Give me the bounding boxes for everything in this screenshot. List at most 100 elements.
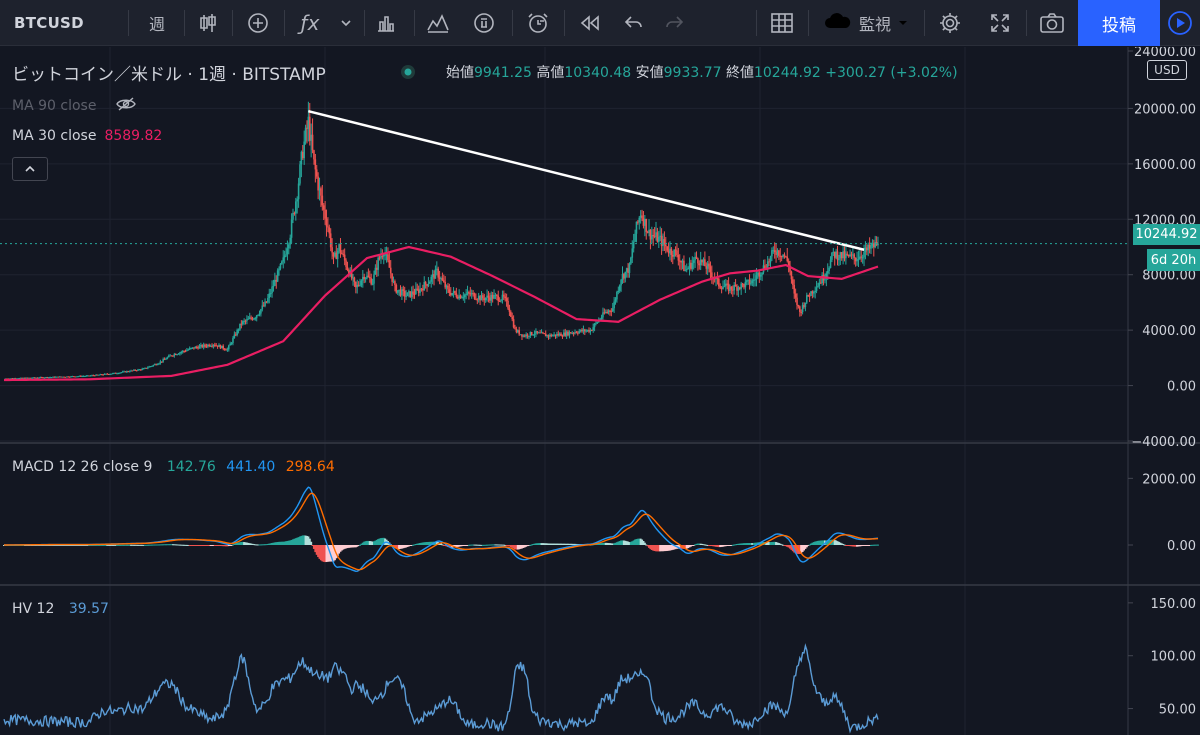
calendar-day-icon[interactable]	[464, 0, 504, 46]
price-tick-label: 4000.00	[1142, 324, 1196, 339]
candle-body	[371, 283, 374, 285]
candle-body	[212, 344, 215, 346]
ma30-legend[interactable]: MA 30 close 8589.82	[12, 128, 162, 144]
macd-bar	[650, 545, 653, 550]
macd-bar	[689, 545, 692, 547]
macd-bar	[33, 544, 36, 546]
candle-style-icon[interactable]	[188, 0, 228, 46]
candle-body	[10, 378, 12, 380]
hv-line	[3, 643, 879, 734]
candle-body	[489, 297, 491, 301]
ma90-legend[interactable]: MA 90 close	[12, 96, 137, 116]
publish-button[interactable]: 投稿	[1078, 0, 1160, 46]
chevron-down-icon[interactable]	[330, 0, 362, 46]
watch-menu[interactable]: 監視	[810, 0, 922, 46]
candle-body	[406, 292, 409, 297]
play-icon[interactable]	[1160, 0, 1200, 46]
chevron-up-icon	[25, 165, 35, 172]
settings-gear-icon[interactable]	[930, 0, 970, 46]
collapse-legend-button[interactable]	[12, 157, 48, 181]
macd-bar	[782, 544, 785, 546]
layout-grid-icon[interactable]	[762, 0, 802, 46]
macd-bar	[78, 544, 81, 546]
macd-bar	[843, 544, 846, 546]
candle-body	[98, 374, 100, 376]
indicators-fx-icon[interactable]: ƒx	[300, 11, 320, 35]
compare-add-icon[interactable]	[238, 0, 278, 46]
macd-bar	[58, 544, 61, 546]
macd-bar	[118, 544, 121, 546]
trend-line[interactable]	[308, 109, 865, 251]
hv-legend[interactable]: HV 12 39.57	[12, 601, 109, 617]
candle-body	[743, 284, 745, 288]
candle-body	[581, 329, 583, 332]
redo-icon[interactable]	[654, 0, 694, 46]
candle-body	[697, 258, 699, 264]
hv-value: 39.57	[68, 601, 109, 617]
candle-body	[846, 253, 849, 255]
macd-bar	[652, 545, 655, 551]
undo-icon[interactable]	[614, 0, 654, 46]
macd-hist-value: 142.76	[166, 459, 216, 475]
chart-area[interactable]: 24000.00 20000.00 16000.00 12000.00 8000.00 4…	[0, 45, 1200, 735]
candle-body	[757, 272, 759, 276]
candle-body	[699, 259, 702, 266]
macd-bar	[615, 542, 618, 545]
macd-bar	[466, 545, 469, 546]
macd-bar	[821, 540, 824, 545]
price-candles	[4, 101, 879, 380]
candle-body	[748, 279, 751, 285]
candle-body	[754, 279, 756, 281]
macd-bar	[486, 544, 489, 546]
candle-body	[147, 367, 149, 369]
macd-bar	[441, 544, 444, 546]
candle-body	[24, 377, 26, 379]
candle-body	[833, 251, 836, 258]
macd-bar	[40, 544, 43, 546]
candle-body	[272, 285, 275, 287]
macd-bar	[636, 538, 639, 545]
macd-bar	[470, 544, 473, 546]
candle-body	[274, 279, 276, 286]
macd-bar	[206, 545, 209, 546]
fullscreen-icon[interactable]	[980, 0, 1020, 46]
macd-bar	[374, 540, 377, 545]
chart-canvas[interactable]: 24000.0020000.0016000.0012000.008000.004…	[0, 45, 1200, 735]
macd-bar	[661, 545, 664, 552]
candle-body	[585, 330, 588, 332]
candle-body	[835, 251, 837, 258]
candle-body	[702, 259, 705, 263]
replay-icon[interactable]	[570, 0, 610, 46]
alert-chart-icon[interactable]	[418, 0, 458, 46]
macd-bar	[733, 544, 736, 546]
candle-body	[867, 244, 870, 251]
macd-legend[interactable]: MACD 12 26 close 9 142.76 441.40 298.64	[12, 459, 335, 475]
templates-icon[interactable]	[366, 0, 406, 46]
candle-body	[180, 351, 183, 353]
macd-bar	[47, 544, 50, 546]
candle-body	[768, 261, 770, 263]
macd-bar	[877, 544, 879, 546]
candle-body	[336, 250, 339, 260]
macd-bar	[509, 545, 512, 548]
symbol-search-button[interactable]: BTCUSD	[14, 14, 84, 32]
candle-body	[603, 312, 606, 314]
candle-body	[494, 295, 497, 297]
candle-body	[673, 249, 675, 257]
alarm-clock-icon[interactable]	[518, 0, 558, 46]
candle-body	[420, 288, 423, 290]
currency-badge[interactable]: USD	[1147, 60, 1187, 80]
candle-body	[582, 329, 585, 332]
candle-body	[482, 295, 484, 299]
macd-bar	[455, 545, 458, 548]
camera-snapshot-icon[interactable]	[1032, 0, 1072, 46]
macd-bar	[832, 539, 835, 545]
macd-bar	[114, 544, 117, 546]
eye-hidden-icon[interactable]	[115, 97, 137, 116]
macd-bar	[290, 539, 293, 545]
timeframe-button[interactable]: 週	[148, 15, 165, 34]
candle-body	[676, 250, 678, 255]
macd-bar	[251, 543, 254, 545]
price-axis[interactable]: 24000.0020000.0016000.0012000.008000.004…	[1128, 45, 1196, 718]
candle-body	[320, 188, 322, 196]
